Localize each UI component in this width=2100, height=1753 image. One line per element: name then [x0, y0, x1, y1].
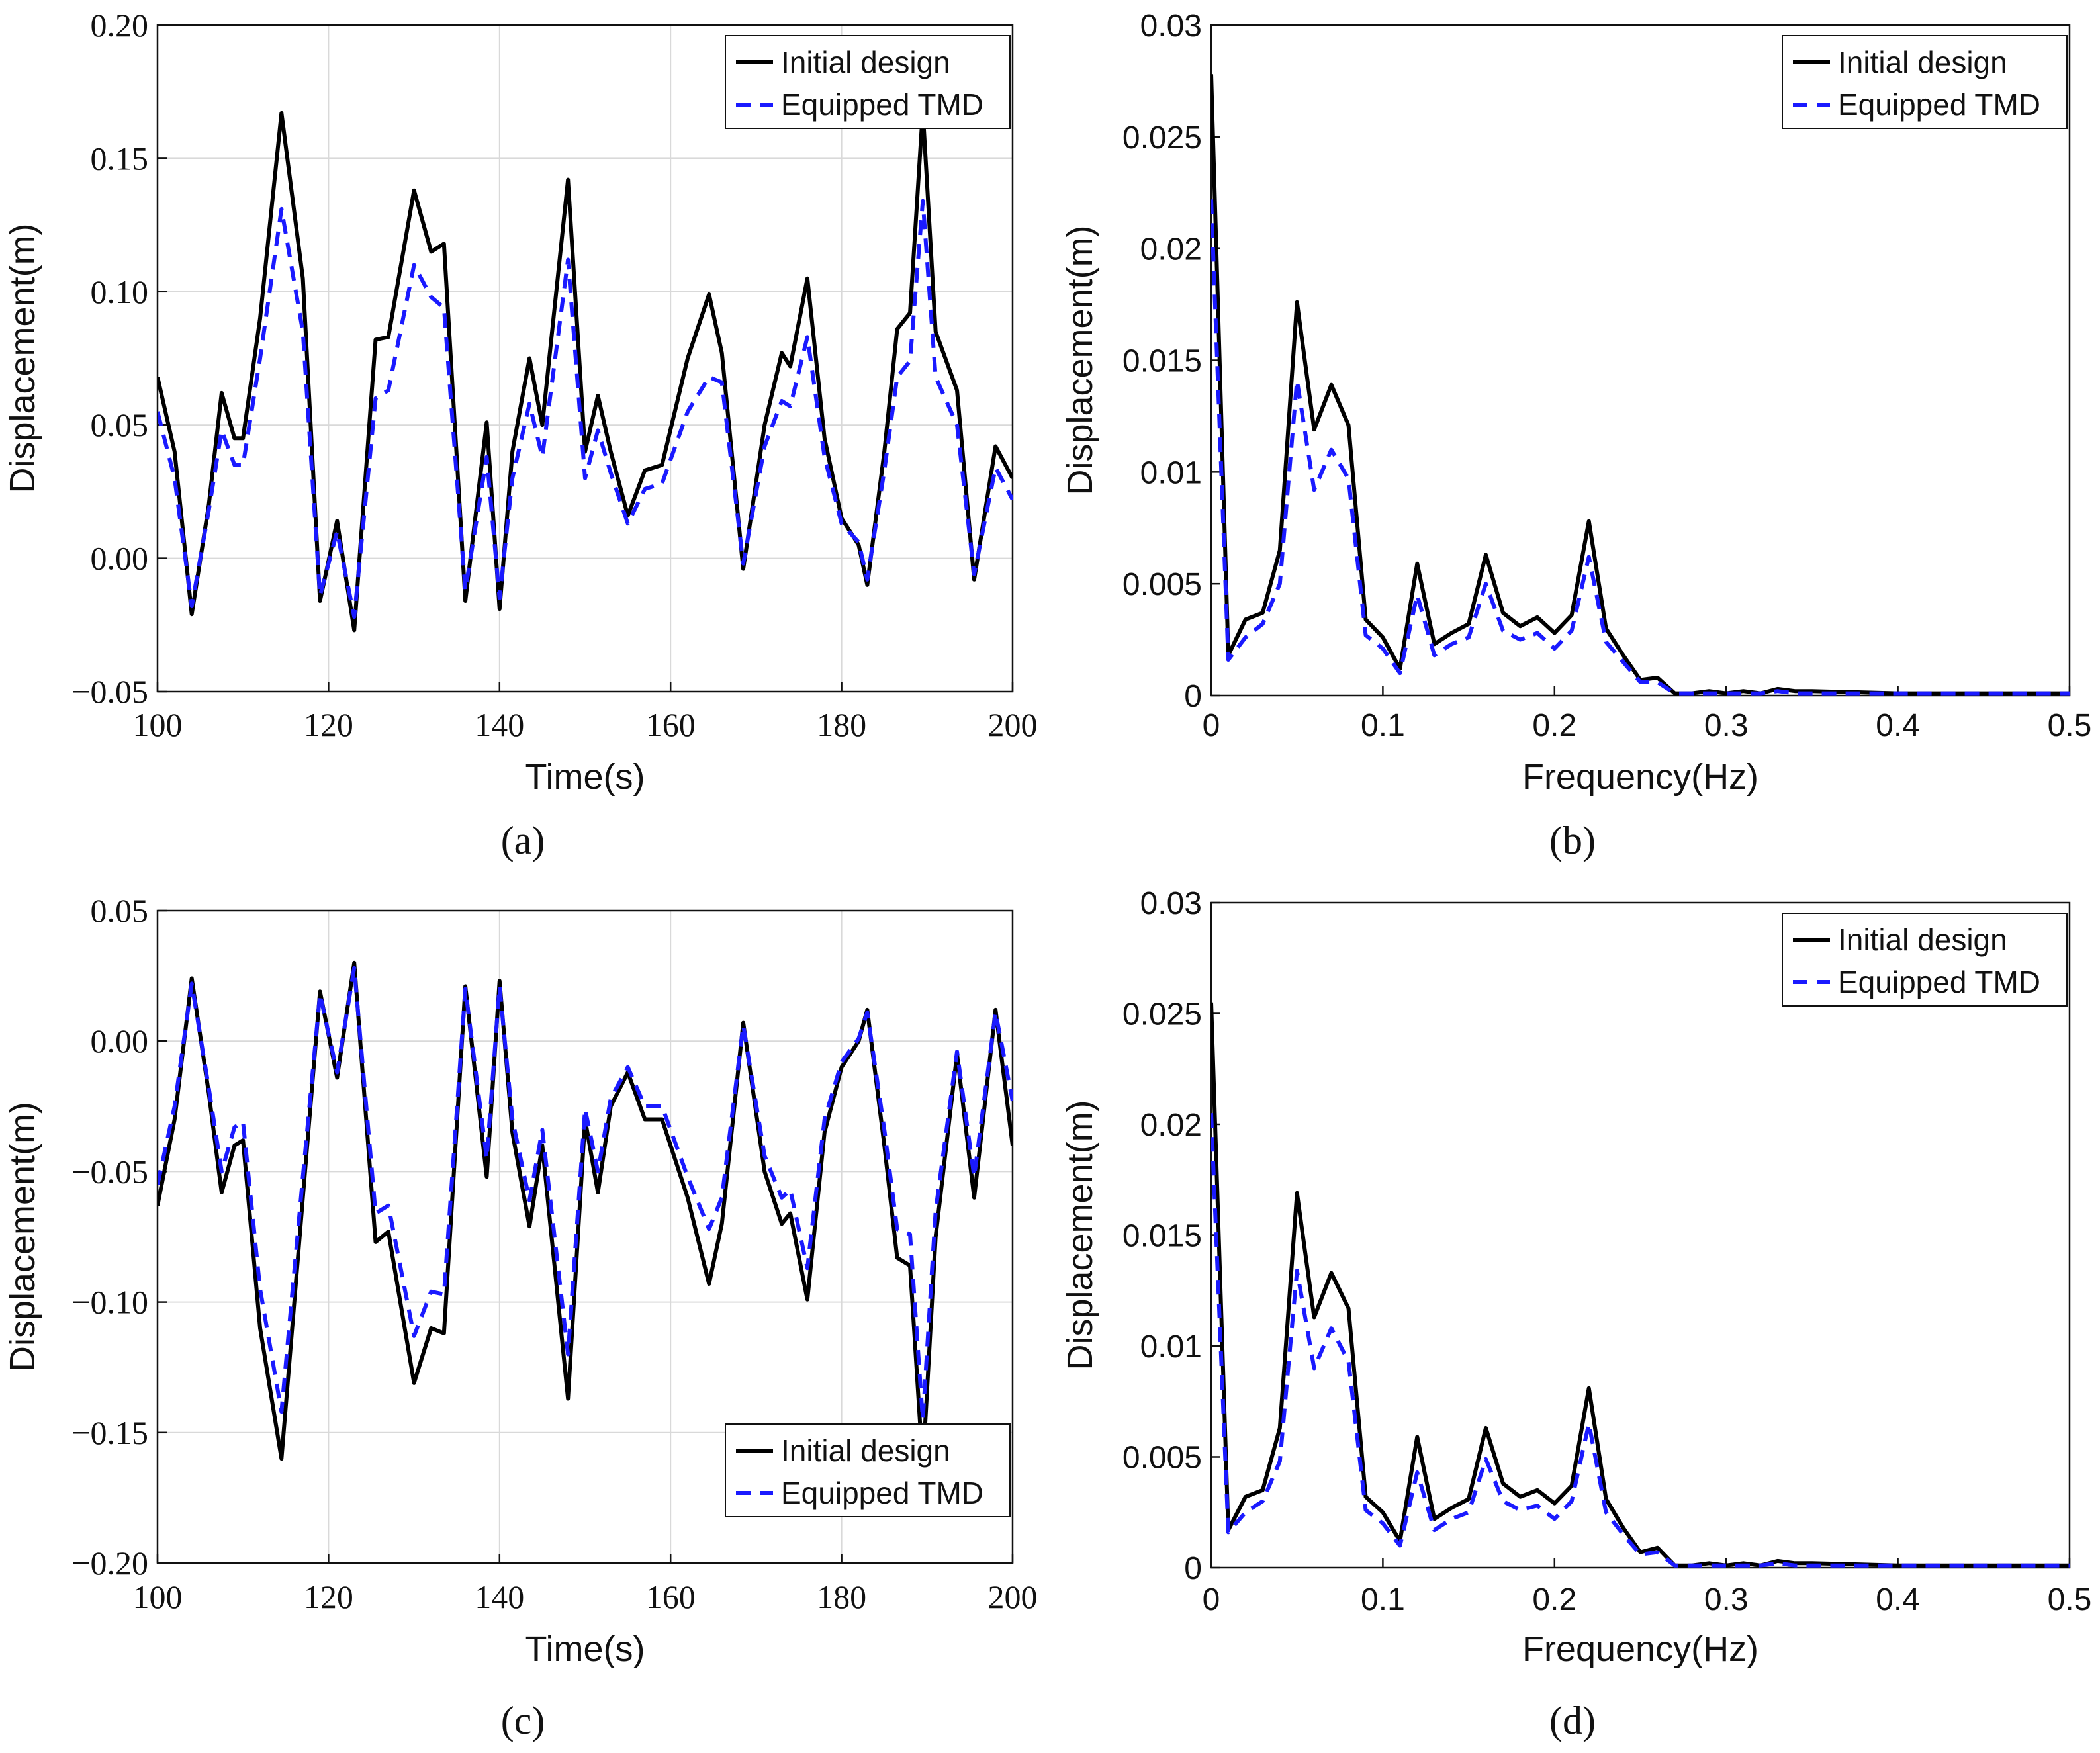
- legend-label: Equipped TMD: [1838, 87, 2040, 122]
- series-line-equipped-tmd: [1211, 199, 2070, 696]
- y-tick-label: 0.01: [1140, 455, 1202, 490]
- x-tick-label: 180: [817, 1578, 866, 1615]
- y-tick-label: 0.015: [1122, 1219, 1202, 1254]
- x-tick-label: 0.3: [1704, 708, 1749, 743]
- y-tick-label: 0.02: [1140, 232, 1202, 267]
- x-tick-label: 0.2: [1532, 708, 1576, 743]
- series-line-equipped-tmd: [1211, 1113, 2070, 1568]
- x-axis-label: Frequency(Hz): [1522, 757, 1758, 797]
- y-tick-label: 0.00: [91, 1022, 149, 1059]
- legend-label: Initial design: [781, 45, 950, 79]
- y-tick-label: 0.05: [91, 892, 149, 929]
- series-line-equipped-tmd: [158, 966, 1013, 1422]
- x-tick-label: 0.4: [1876, 708, 1920, 743]
- legend-label: Initial design: [1838, 45, 2007, 79]
- series-line-initial-design: [158, 960, 1013, 1469]
- x-tick-label: 180: [817, 706, 866, 743]
- legend-box: [1782, 35, 2068, 129]
- x-tick-label: 0.3: [1704, 1582, 1749, 1617]
- x-tick-label: 200: [988, 1578, 1038, 1615]
- chart-b: 0 0.1 0.2 0.3 0.4 0.5 0 0.005 0.01 0.015 0.02 0.025…: [1060, 9, 2091, 862]
- x-tick-label: 0: [1203, 708, 1220, 743]
- chart-c: 100 120 140 160 180 200 −0.20 −0.15 −0.10 −0.05 0.…: [3, 892, 1038, 1742]
- y-tick-label: −0.10: [71, 1284, 148, 1321]
- series-line-initial-design: [1211, 1002, 2070, 1568]
- series-line-equipped-tmd: [158, 199, 1013, 619]
- x-tick-label: 0.1: [1361, 1582, 1405, 1617]
- x-tick-label: 0.5: [2048, 1582, 2092, 1617]
- x-axis-label: Time(s): [525, 1629, 645, 1669]
- x-tick-label: 0.2: [1532, 1582, 1576, 1617]
- legend: Initial design Equipped TMD: [1782, 35, 2068, 129]
- legend-label: Equipped TMD: [781, 87, 983, 122]
- legend-label: Initial design: [1838, 922, 2007, 957]
- y-tick-label: 0.05: [91, 406, 149, 443]
- panel-caption: (c): [501, 1699, 545, 1742]
- x-tick-label: 120: [304, 706, 353, 743]
- y-tick-label: −0.20: [71, 1545, 148, 1582]
- panel-caption: (d): [1549, 1699, 1596, 1742]
- x-tick-label: 0.5: [2048, 708, 2092, 743]
- legend: Initial design Equipped TMD: [725, 35, 1011, 129]
- legend-box: [725, 35, 1011, 129]
- y-tick-label: 0.01: [1140, 1329, 1202, 1365]
- y-tick-label: 0: [1184, 679, 1202, 714]
- legend-box: [1782, 913, 2068, 1007]
- y-tick-label: −0.05: [71, 1153, 148, 1190]
- y-axis-label: Displacement(m): [1060, 225, 1100, 495]
- y-tick-label: −0.15: [71, 1414, 148, 1451]
- x-tick-label: 100: [133, 706, 183, 743]
- legend-label: Equipped TMD: [1838, 965, 2040, 999]
- y-tick-label: 0.005: [1122, 567, 1202, 602]
- y-axis-label: Displacement(m): [1060, 1100, 1100, 1370]
- x-tick-label: 0: [1203, 1582, 1220, 1617]
- panel-caption: (a): [501, 819, 545, 862]
- chart-a: 100 120 140 160 180 200 −0.05 0.00 0.05 0.10 0.15 0…: [3, 7, 1038, 862]
- panel-caption: (b): [1549, 819, 1596, 862]
- y-tick-label: 0.15: [91, 140, 149, 177]
- plot-frame: [156, 909, 1014, 1564]
- legend-label: Initial design: [781, 1433, 950, 1468]
- y-tick-label: 0.03: [1140, 886, 1202, 921]
- x-tick-label: 140: [475, 706, 524, 743]
- legend: Initial design Equipped TMD: [725, 1423, 1011, 1517]
- y-tick-label: 0.005: [1122, 1441, 1202, 1476]
- chart-d: 0 0.1 0.2 0.3 0.4 0.5 0 0.005 0.01 0.015 0.02 0.025…: [1060, 886, 2091, 1742]
- legend-label: Equipped TMD: [781, 1476, 983, 1510]
- y-tick-label: 0.00: [91, 540, 149, 577]
- y-tick-label: 0.015: [1122, 344, 1202, 379]
- x-tick-label: 100: [133, 1578, 183, 1615]
- x-tick-label: 160: [646, 706, 696, 743]
- legend: Initial design Equipped TMD: [1782, 913, 2068, 1007]
- y-tick-label: 0.025: [1122, 120, 1202, 156]
- y-tick-label: 0.10: [91, 273, 149, 310]
- y-tick-label: −0.05: [71, 673, 148, 710]
- y-tick-label: 0.20: [91, 7, 149, 44]
- x-tick-label: 160: [646, 1578, 696, 1615]
- y-tick-label: 0: [1184, 1551, 1202, 1586]
- x-axis-label: Time(s): [525, 757, 645, 797]
- x-axis-label: Frequency(Hz): [1522, 1629, 1758, 1669]
- y-axis-label: Displacement(m): [3, 1102, 42, 1372]
- x-tick-label: 0.4: [1876, 1582, 1920, 1617]
- y-tick-label: 0.025: [1122, 997, 1202, 1032]
- series-line-initial-design: [158, 108, 1013, 633]
- x-tick-label: 140: [475, 1578, 524, 1615]
- y-tick-label: 0.02: [1140, 1108, 1202, 1143]
- x-tick-label: 200: [988, 706, 1038, 743]
- x-tick-label: 0.1: [1361, 708, 1405, 743]
- legend-box: [725, 1423, 1011, 1517]
- x-tick-label: 120: [304, 1578, 353, 1615]
- y-tick-label: 0.03: [1140, 9, 1202, 44]
- y-axis-label: Displacement(m): [3, 223, 42, 493]
- series-line-initial-design: [1211, 74, 2070, 696]
- plot-frame: [156, 24, 1014, 693]
